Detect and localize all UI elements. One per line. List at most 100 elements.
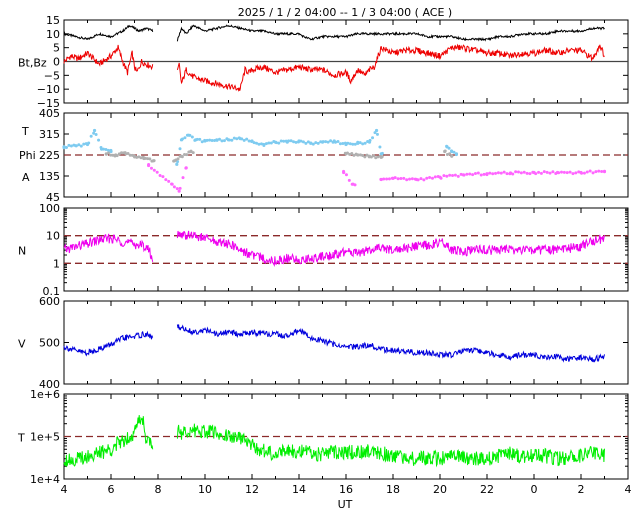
phi_gap-point xyxy=(568,170,572,174)
theta-point xyxy=(226,138,231,142)
y-axis-label: A xyxy=(22,171,30,184)
phi_gap-point xyxy=(597,169,601,173)
theta-point xyxy=(232,136,236,140)
phi_gap-point xyxy=(184,166,188,170)
phi_gap-point xyxy=(448,173,452,177)
speed-series-line xyxy=(63,330,154,357)
phi_gap-point xyxy=(164,178,168,182)
theta-point xyxy=(294,140,298,144)
y-axis-label: Phi xyxy=(19,149,36,162)
x-tick-label: 4 xyxy=(61,483,68,496)
y-axis-label: T xyxy=(21,125,29,138)
phi_gap-point xyxy=(485,172,489,176)
theta-point xyxy=(282,139,286,143)
x-tick-label: 16 xyxy=(339,483,353,496)
bt-series-line xyxy=(63,24,154,41)
temperature-series-line xyxy=(176,423,605,468)
phi_gap-point xyxy=(588,169,592,173)
y-tick-label: 0 xyxy=(53,56,60,69)
x-tick-label: 20 xyxy=(433,483,447,496)
phi_gap-point xyxy=(399,176,403,180)
phi_gap-point xyxy=(488,171,492,175)
y-tick-label: 600 xyxy=(39,295,60,308)
phi_gap-point xyxy=(425,176,429,180)
theta-point xyxy=(208,138,212,142)
phi_gap-point xyxy=(422,178,426,182)
theta-point xyxy=(238,137,242,141)
phi_gap-point xyxy=(545,170,549,174)
y-tick-label: 315 xyxy=(39,128,60,141)
phi_gap-point xyxy=(502,170,506,174)
theta-point xyxy=(269,141,273,145)
phi_gap-point xyxy=(559,170,563,174)
theta-point xyxy=(67,143,71,147)
phi_gap-point xyxy=(402,176,406,180)
phi-point xyxy=(142,156,146,161)
theta-point xyxy=(186,133,191,137)
theta-point xyxy=(277,141,281,145)
y-axis-label: Bt,Bz xyxy=(18,57,47,70)
y-tick-label: 100 xyxy=(39,202,60,215)
theta-point xyxy=(332,139,336,143)
phi-point xyxy=(114,153,118,157)
phi_gap-point xyxy=(387,177,391,181)
theta-point xyxy=(79,144,83,148)
bt-series-line xyxy=(176,24,605,42)
y-tick-label: −10 xyxy=(37,83,60,96)
phi_gap-point xyxy=(459,172,463,176)
x-tick-label: 12 xyxy=(245,483,259,496)
phi_gap-point xyxy=(396,177,400,181)
phi_gap-point xyxy=(445,174,449,178)
panel-5: 1e+6 1e+5 1e+4 T 4 6 8 10 12 14 16 18 20 22 0 2 4 xyxy=(17,388,632,496)
theta-point xyxy=(64,146,68,150)
phi_gap-point xyxy=(385,177,389,181)
theta-point xyxy=(450,149,454,154)
phi_gap-point xyxy=(574,171,578,175)
theta-point xyxy=(82,142,86,146)
phi-point xyxy=(352,153,356,157)
phi_gap-point xyxy=(382,177,386,181)
phi_gap-point xyxy=(548,171,552,175)
theta-point xyxy=(289,139,293,143)
phi_gap-point xyxy=(391,176,395,180)
phi_gap-point xyxy=(519,171,523,175)
theta-point xyxy=(255,141,259,145)
phi_gap-point xyxy=(479,173,483,177)
theta-point xyxy=(62,145,66,149)
x-tick-label: 0 xyxy=(531,483,538,496)
phi_gap-point xyxy=(408,177,412,181)
panel-2: 405 315 225 135 45 T Phi A xyxy=(19,107,629,204)
phi_gap-point xyxy=(516,170,520,174)
theta-point xyxy=(341,141,345,145)
phi_gap-point xyxy=(433,175,437,179)
phi-point xyxy=(104,152,108,156)
phi-point xyxy=(151,159,155,163)
phi-point xyxy=(191,151,195,155)
theta-point xyxy=(252,141,256,145)
phi-point xyxy=(344,152,348,156)
theta-point xyxy=(358,141,362,145)
phi-point xyxy=(176,157,180,161)
phi-point xyxy=(189,149,193,154)
phi_gap-point xyxy=(496,171,500,175)
theta-point xyxy=(97,138,101,142)
phi-point xyxy=(120,151,124,155)
theta-point xyxy=(230,138,234,142)
phi_gap-point xyxy=(562,170,566,174)
phi_gap-point xyxy=(461,173,466,177)
phi_gap-point xyxy=(170,182,174,186)
theta-point xyxy=(351,142,355,146)
phi-point xyxy=(363,155,367,159)
theta-point xyxy=(454,152,459,156)
theta-point xyxy=(106,148,110,152)
phi_gap-point xyxy=(602,169,607,173)
phi-point xyxy=(179,154,184,158)
phi_gap-point xyxy=(147,163,151,168)
theta-point xyxy=(247,139,251,143)
theta-point xyxy=(379,152,383,156)
theta-point xyxy=(314,141,318,145)
theta-point xyxy=(235,137,239,141)
x-tick-label: 18 xyxy=(386,483,400,496)
theta-point xyxy=(309,141,313,145)
phi_gap-point xyxy=(453,173,457,177)
